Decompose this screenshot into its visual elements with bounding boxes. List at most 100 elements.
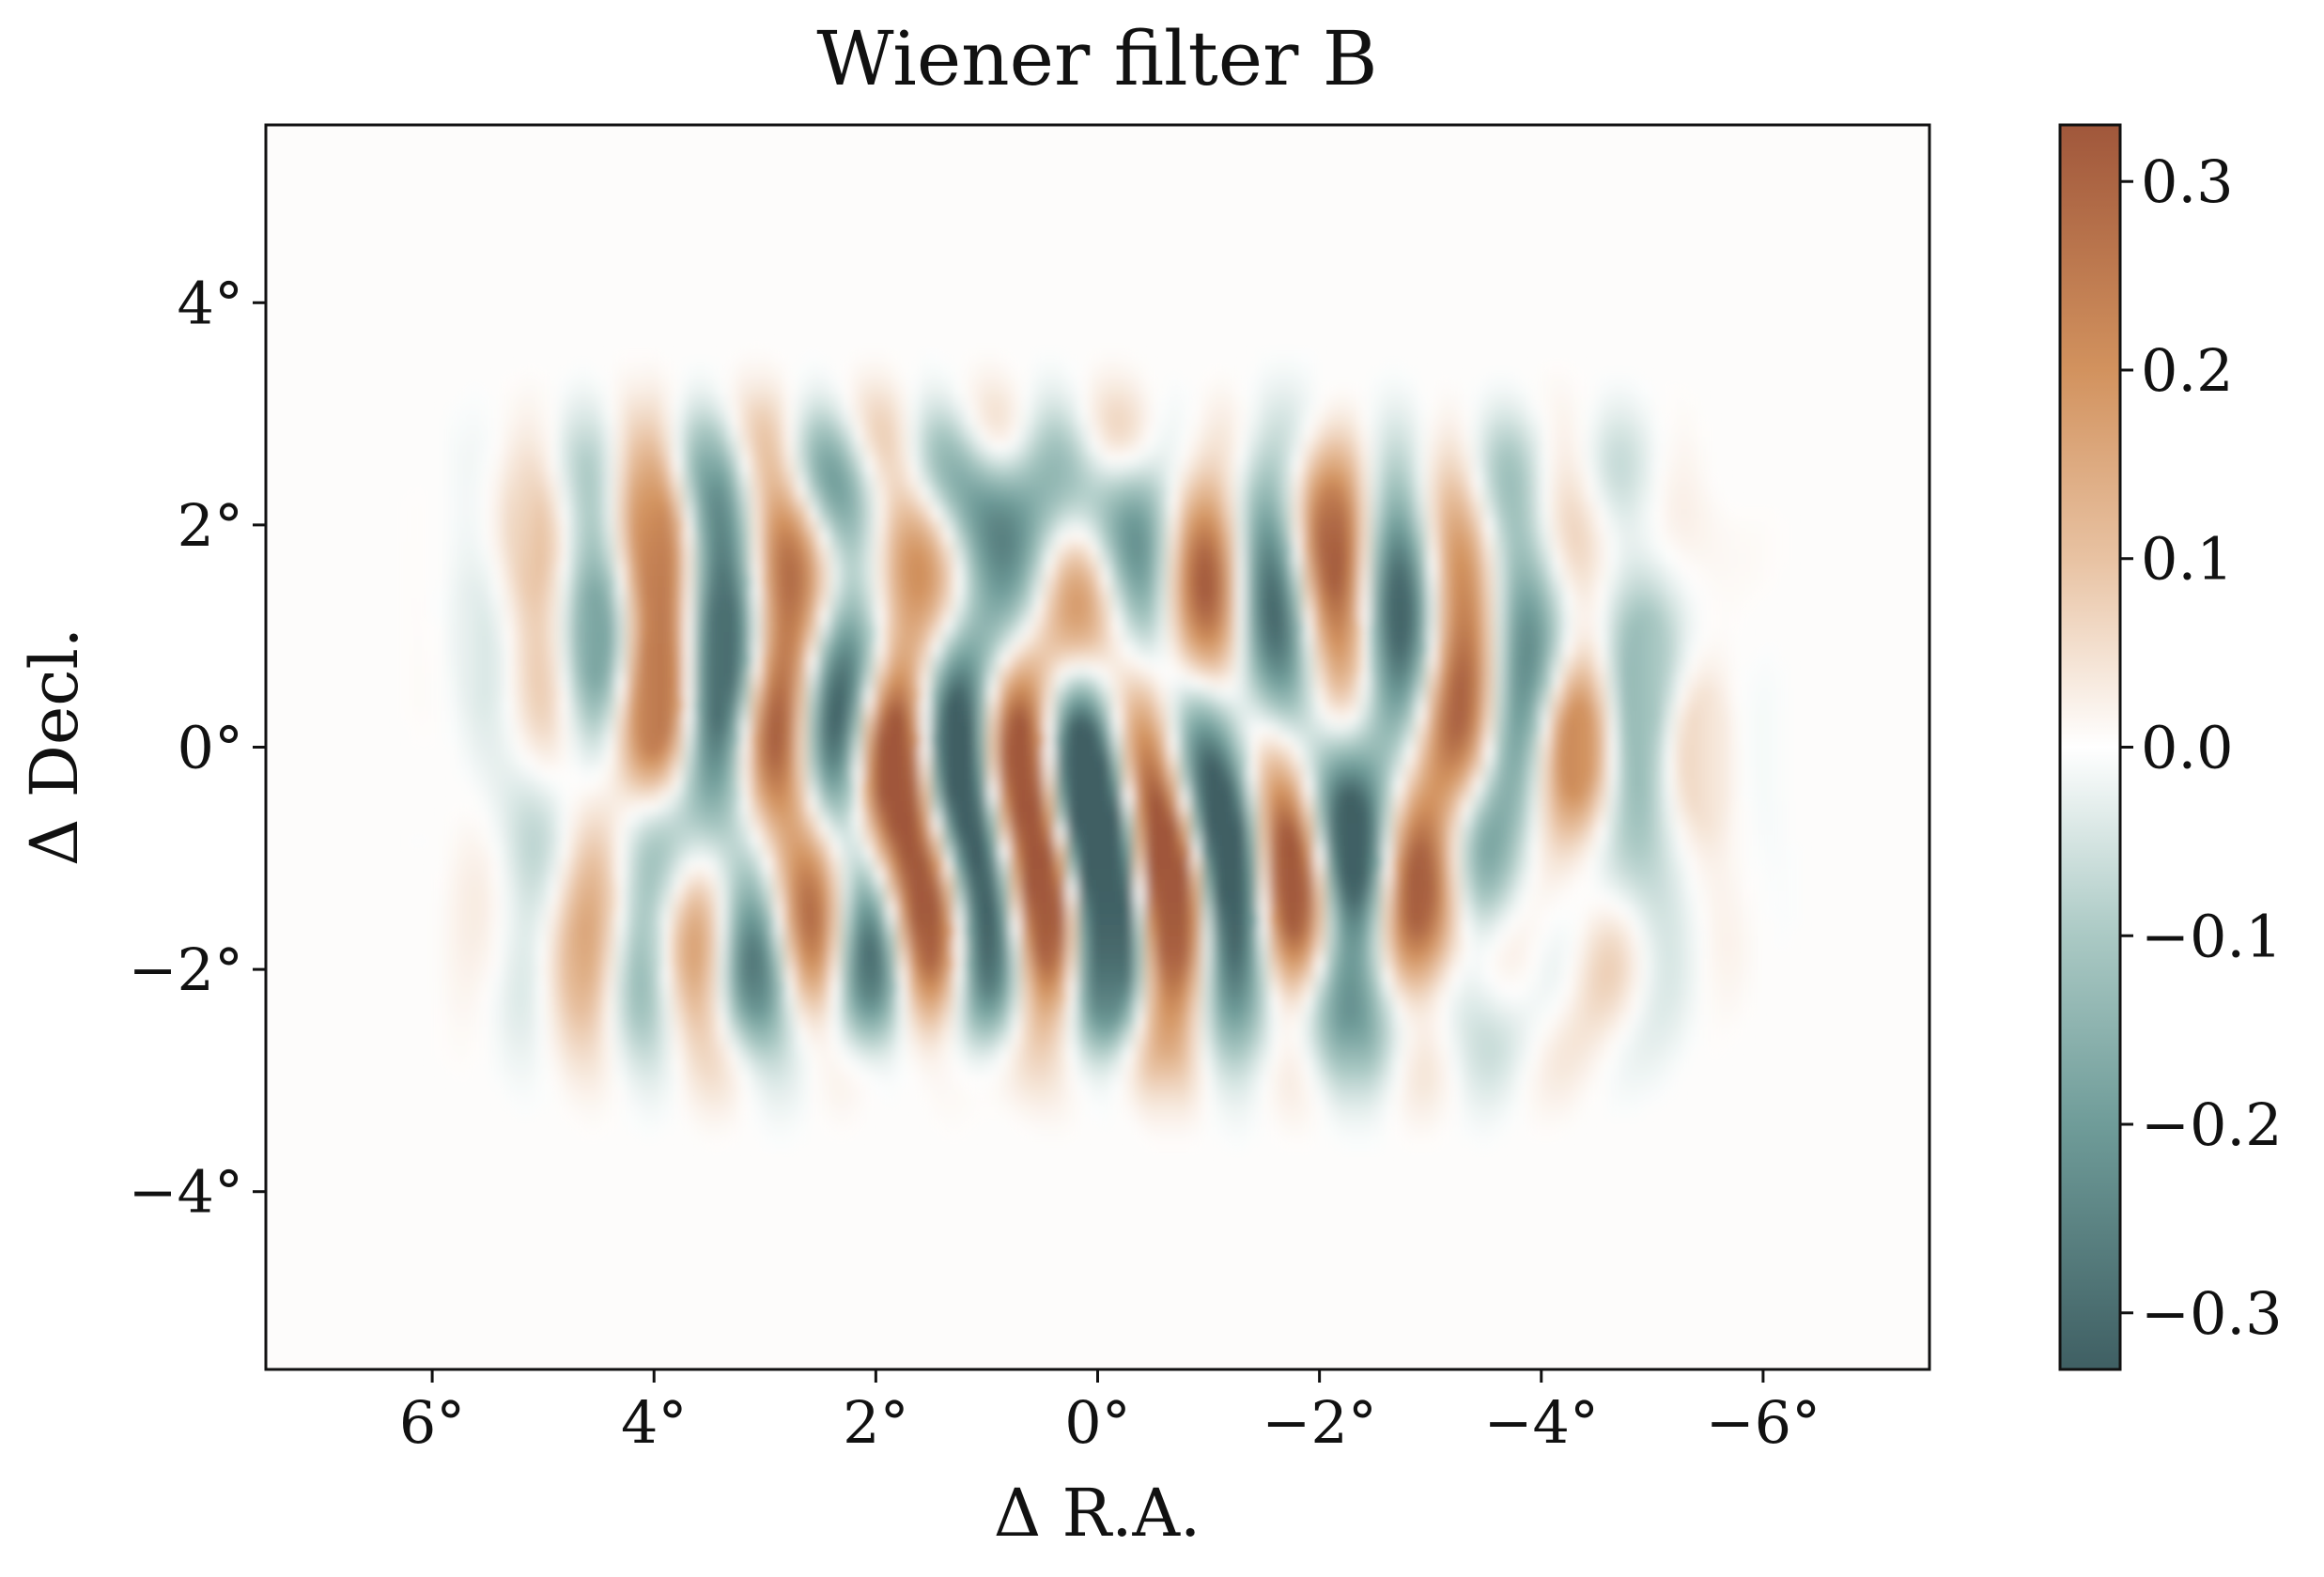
heatmap-cell [694, 677, 706, 689]
heatmap-cell [660, 564, 673, 577]
heatmap-cell [1607, 846, 1619, 858]
heatmap-cell [717, 497, 729, 509]
heatmap-cell [1664, 576, 1676, 588]
heatmap-cell [1111, 576, 1123, 588]
heatmap-cell [412, 497, 425, 509]
heatmap-cell [581, 824, 594, 836]
heatmap-cell [1709, 587, 1721, 599]
heatmap-cell [1292, 666, 1304, 678]
heatmap-cell [1562, 598, 1574, 611]
heatmap-cell [739, 824, 751, 836]
heatmap-cell [1585, 756, 1597, 768]
heatmap-cell [672, 846, 684, 858]
heatmap-cell [1731, 598, 1743, 611]
heatmap-cell [1066, 666, 1078, 678]
heatmap-cell [965, 441, 977, 453]
heatmap-cell [1348, 384, 1360, 396]
heatmap-cell [469, 610, 481, 622]
heatmap-cell [1337, 384, 1349, 396]
heatmap-cell [1179, 497, 1191, 509]
heatmap-cell [1168, 711, 1180, 723]
heatmap-cell [1213, 779, 1225, 791]
heatmap-cell [773, 463, 785, 475]
heatmap-cell [1585, 497, 1597, 509]
heatmap-cell [1630, 824, 1642, 836]
heatmap-cell [1461, 688, 1473, 701]
heatmap-cell [1607, 486, 1619, 498]
heatmap-cell [581, 643, 594, 656]
heatmap-cell [1168, 756, 1180, 768]
heatmap-cell [683, 711, 695, 723]
heatmap-cell [1168, 598, 1180, 611]
heatmap-cell [570, 745, 582, 757]
heatmap-cell [1325, 395, 1338, 408]
heatmap-cell [829, 463, 842, 475]
heatmap-cell [976, 790, 988, 802]
heatmap-cell [852, 542, 864, 554]
heatmap-cell [1743, 666, 1755, 678]
heatmap-cell [1461, 598, 1473, 611]
heatmap-cell [1032, 824, 1045, 836]
heatmap-cell [1652, 835, 1665, 847]
heatmap-cell [1382, 418, 1394, 430]
heatmap-cell [897, 542, 909, 554]
heatmap-cell [1337, 610, 1349, 622]
heatmap-cell [694, 700, 706, 712]
heatmap-cell [1123, 531, 1135, 543]
heatmap-cell [1190, 508, 1202, 520]
heatmap-cell [1743, 700, 1755, 712]
heatmap-cell [1754, 756, 1766, 768]
heatmap-cell [931, 564, 943, 577]
heatmap-cell [773, 384, 785, 396]
heatmap-cell [1495, 407, 1507, 419]
heatmap-cell [1596, 553, 1608, 565]
heatmap-cell [841, 767, 853, 780]
heatmap-cell [1134, 441, 1146, 453]
heatmap-cell [1314, 542, 1326, 554]
heatmap-cell [920, 486, 932, 498]
heatmap-cell [593, 564, 605, 577]
heatmap-cell [638, 655, 650, 667]
heatmap-cell [660, 655, 673, 667]
heatmap-cell [1168, 587, 1180, 599]
heatmap-cell [593, 441, 605, 453]
heatmap-cell [1709, 508, 1721, 520]
heatmap-cell [965, 643, 977, 656]
heatmap-cell [1709, 564, 1721, 577]
heatmap-cell [581, 508, 594, 520]
heatmap-cell [1765, 519, 1777, 532]
heatmap-cell [627, 384, 639, 396]
heatmap-cell [1258, 677, 1270, 689]
heatmap-cell [852, 655, 864, 667]
heatmap-cell [1393, 812, 1405, 825]
heatmap-cell [829, 598, 842, 611]
heatmap-cell [1224, 621, 1236, 633]
heatmap-cell [773, 779, 785, 791]
heatmap-cell [1145, 452, 1157, 464]
heatmap-cell [491, 610, 504, 622]
heatmap-cell [807, 598, 819, 611]
heatmap-cell [480, 745, 492, 757]
heatmap-cell [1664, 790, 1676, 802]
heatmap-cell [457, 587, 470, 599]
heatmap-cell [1731, 508, 1743, 520]
heatmap-cell [1224, 824, 1236, 836]
heatmap-cell [1201, 441, 1214, 453]
heatmap-cell [559, 576, 571, 588]
heatmap-cell [751, 846, 763, 858]
heatmap-cell [694, 767, 706, 780]
heatmap-cell [1123, 587, 1135, 599]
heatmap-cell [863, 858, 875, 870]
heatmap-cell [683, 812, 695, 825]
heatmap-cell [1585, 519, 1597, 532]
heatmap-cell [1449, 564, 1462, 577]
heatmap-cell [1201, 835, 1214, 847]
heatmap-cell [762, 734, 774, 746]
heatmap-cell [638, 497, 650, 509]
heatmap-cell [627, 350, 639, 363]
heatmap-cell [886, 801, 898, 813]
heatmap-cell [457, 711, 470, 723]
heatmap-cell [942, 452, 954, 464]
heatmap-cell [1427, 700, 1439, 712]
heatmap-cell [1021, 407, 1033, 419]
